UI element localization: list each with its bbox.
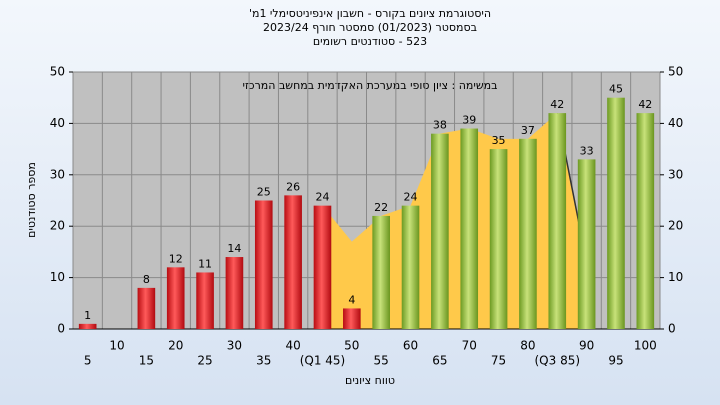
x-tick-label: 60 bbox=[403, 339, 418, 353]
bar bbox=[254, 200, 273, 329]
y2-tick-label: 50 bbox=[668, 65, 683, 79]
annotation: במשימה : ציון סופי במערכת האקדמית במחשב … bbox=[243, 79, 498, 92]
value-label: 24 bbox=[315, 191, 329, 204]
bar bbox=[78, 323, 97, 329]
x-axis-label: טווח ציונים bbox=[345, 374, 395, 387]
y-tick-label: 30 bbox=[50, 167, 65, 181]
x-tick-label: 15 bbox=[139, 354, 154, 368]
x-tick-label: 25 bbox=[197, 354, 212, 368]
bar bbox=[577, 159, 596, 329]
bar bbox=[401, 205, 420, 329]
y2-tick-label: 0 bbox=[668, 322, 676, 336]
y2-tick-label: 10 bbox=[668, 270, 683, 284]
x-tick-label: 90 bbox=[579, 339, 594, 353]
bar bbox=[313, 205, 332, 329]
y-tick-label: 0 bbox=[57, 322, 65, 336]
x-tick-label: 50 bbox=[344, 339, 359, 353]
value-label: 38 bbox=[433, 119, 447, 132]
bar bbox=[225, 257, 244, 329]
value-label: 42 bbox=[638, 98, 652, 111]
y2-tick-label: 40 bbox=[668, 116, 683, 130]
bar bbox=[431, 133, 449, 329]
value-label: 42 bbox=[550, 98, 564, 111]
value-label: 12 bbox=[169, 252, 183, 265]
value-label: 8 bbox=[143, 273, 150, 286]
x-tick-label: 95 bbox=[608, 354, 623, 368]
bar bbox=[372, 215, 390, 329]
chart-subtitle: בסמסטר (01/2023) סמסטר חורף 2023/24 bbox=[263, 21, 477, 34]
value-label: 45 bbox=[609, 83, 623, 96]
x-tick-label: 35 bbox=[256, 354, 271, 368]
x-tick-label: 10 bbox=[109, 339, 124, 353]
bar bbox=[284, 195, 302, 329]
bar bbox=[343, 308, 361, 329]
chart-subtitle: 523 - סטודנטים רשומים bbox=[313, 35, 427, 48]
x-tick-label: 75 bbox=[491, 354, 506, 368]
bar bbox=[460, 128, 479, 329]
bar bbox=[137, 287, 156, 329]
bar bbox=[607, 97, 625, 329]
value-label: 1 bbox=[84, 309, 91, 322]
value-label: 39 bbox=[462, 114, 476, 127]
value-label: 37 bbox=[521, 124, 535, 137]
value-label: 4 bbox=[348, 293, 355, 306]
value-label: 24 bbox=[404, 191, 418, 204]
bar bbox=[489, 149, 508, 329]
y-tick-label: 20 bbox=[50, 219, 65, 233]
x-tick-label: (Q3 85) bbox=[535, 354, 581, 368]
value-label: 26 bbox=[286, 180, 300, 193]
x-tick-label: 100 bbox=[634, 339, 657, 353]
chart-title: היסטוגרמת ציונים בקורס - חשבון אינפיניטס… bbox=[249, 7, 491, 20]
y2-tick-label: 20 bbox=[668, 219, 683, 233]
y-axis-label: מספר סטודנטים bbox=[25, 162, 38, 238]
value-label: 25 bbox=[257, 186, 271, 199]
bar bbox=[636, 113, 655, 330]
x-tick-label: 80 bbox=[520, 339, 535, 353]
value-label: 14 bbox=[227, 242, 241, 255]
bar bbox=[519, 138, 537, 329]
y-tick-label: 10 bbox=[50, 270, 65, 284]
x-tick-label: 40 bbox=[285, 339, 300, 353]
value-label: 33 bbox=[580, 144, 594, 157]
y2-tick-label: 30 bbox=[668, 167, 683, 181]
x-tick-label: 20 bbox=[168, 339, 183, 353]
x-tick-label: 70 bbox=[462, 339, 477, 353]
x-tick-label: (Q1 45) bbox=[300, 354, 346, 368]
x-tick-label: 65 bbox=[432, 354, 447, 368]
x-tick-label: 5 bbox=[84, 354, 92, 368]
value-label: 35 bbox=[492, 134, 506, 147]
x-tick-label: 30 bbox=[227, 339, 242, 353]
value-label: 11 bbox=[198, 257, 212, 270]
bar bbox=[166, 267, 185, 329]
y-tick-label: 40 bbox=[50, 116, 65, 130]
bar bbox=[548, 113, 567, 330]
y-tick-label: 50 bbox=[50, 65, 65, 79]
bar bbox=[196, 272, 214, 329]
value-label: 22 bbox=[374, 201, 388, 214]
x-tick-label: 55 bbox=[374, 354, 389, 368]
